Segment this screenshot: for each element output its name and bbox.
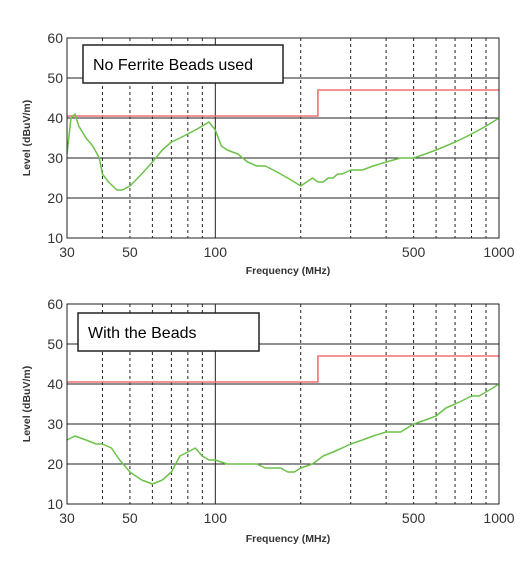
y-tick-label: 20 bbox=[47, 456, 63, 472]
annotation-label: No Ferrite Beads used bbox=[93, 57, 253, 74]
y-tick-label: 60 bbox=[47, 296, 63, 312]
y-tick-label: 40 bbox=[47, 110, 63, 126]
plot-border bbox=[66, 303, 500, 505]
x-tick-label: 1000 bbox=[483, 510, 514, 526]
x-tick-label: 50 bbox=[122, 244, 138, 260]
x-tick-label: 500 bbox=[402, 244, 426, 260]
chart-panel-1: No Ferrite Beads used 10 20 30 40 50 60 30 50 100… bbox=[21, 30, 515, 277]
y-tick-label: 40 bbox=[47, 376, 63, 392]
x-tick-label: 100 bbox=[204, 244, 228, 260]
y-tick-label: 20 bbox=[47, 190, 63, 206]
annotation-box bbox=[77, 312, 260, 352]
y-tick-label: 10 bbox=[47, 496, 63, 512]
annotation-label: With the Beads bbox=[88, 325, 197, 342]
y-tick-label: 30 bbox=[47, 150, 63, 166]
y-axis-label: Level (dBuV/m) bbox=[21, 100, 33, 176]
y-tick-label: 50 bbox=[47, 336, 63, 352]
limit-line bbox=[67, 355, 499, 383]
y-axis-label: Level (dBuV/m) bbox=[21, 366, 33, 442]
x-tick-label: 30 bbox=[59, 244, 75, 260]
y-tick-label: 30 bbox=[47, 416, 63, 432]
y-tick-label: 10 bbox=[47, 230, 63, 246]
annotation-box bbox=[82, 44, 284, 84]
y-tick-label: 60 bbox=[47, 30, 63, 46]
measurement-line bbox=[66, 113, 500, 191]
x-tick-label: 1000 bbox=[483, 244, 514, 260]
x-tick-label: 50 bbox=[122, 510, 138, 526]
x-tick-label: 100 bbox=[204, 510, 228, 526]
measurement-line bbox=[66, 383, 500, 485]
x-tick-label: 30 bbox=[59, 510, 75, 526]
x-axis-label: Frequency (MHz) bbox=[246, 533, 331, 545]
plot-border bbox=[66, 37, 500, 239]
y-tick-label: 50 bbox=[47, 70, 63, 86]
chart-panel-2: With the Beads 10 20 30 40 50 60 30 50 100 500 1000… bbox=[21, 296, 515, 545]
x-axis-label: Frequency (MHz) bbox=[246, 265, 331, 277]
limit-line bbox=[67, 89, 499, 117]
x-tick-label: 500 bbox=[402, 510, 426, 526]
